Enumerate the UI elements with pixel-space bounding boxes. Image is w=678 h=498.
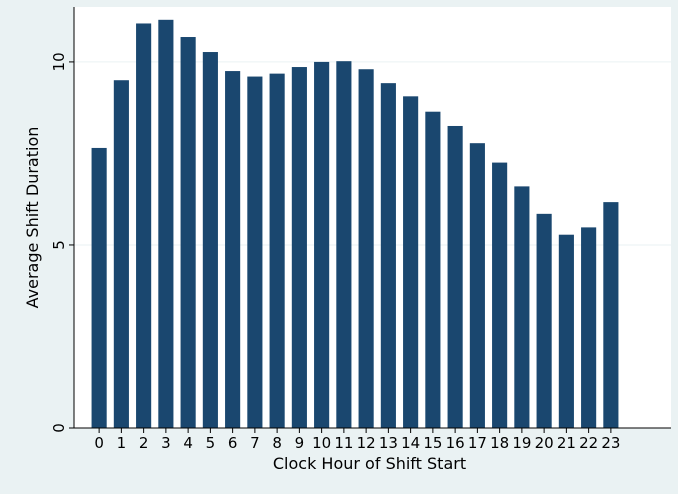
bar [603,202,619,428]
x-tick-label: 23 [601,434,620,452]
bar [536,213,552,428]
x-tick-label: 1 [117,434,127,452]
bar [492,162,508,428]
y-axis-ticks: 0 5 10 [50,52,74,433]
x-tick-label: 13 [379,434,398,452]
x-tick-label: 19 [512,434,531,452]
bars [91,19,619,429]
y-axis-label: Average Shift Duration [23,127,42,309]
x-tick-label: 7 [250,434,260,452]
bar [180,37,196,428]
bar [158,19,174,428]
bar [558,234,574,428]
x-tick-label: 18 [490,434,509,452]
bar [269,73,285,429]
x-tick-label: 0 [94,434,104,452]
bar [247,76,263,428]
bar [403,96,419,428]
x-tick-label: 2 [139,434,149,452]
bar [514,186,530,428]
bar [314,61,330,428]
x-tick-label: 21 [557,434,576,452]
bar [202,52,218,429]
bar [336,61,352,428]
x-axis-ticks: 0 1 2 3 4 5 6 7 8 9 10 11 12 13 14 15 16 17 18 19 20 21 22 23 [94,428,620,452]
bar [447,125,463,428]
x-tick-label: 10 [312,434,331,452]
x-tick-label: 4 [183,434,193,452]
bar [91,147,107,428]
x-axis-label: Clock Hour of Shift Start [273,454,466,473]
bar [380,83,396,428]
y-tick-label: 10 [50,52,68,71]
x-tick-label: 16 [446,434,465,452]
bar [358,69,374,429]
x-tick-label: 6 [228,434,238,452]
x-tick-label: 22 [579,434,598,452]
bar [581,227,597,428]
bar [469,143,485,429]
x-tick-label: 15 [423,434,442,452]
bar [291,67,307,428]
x-tick-label: 12 [357,434,376,452]
y-tick-label: 5 [50,240,68,250]
x-tick-label: 9 [295,434,305,452]
x-tick-label: 17 [468,434,487,452]
bar [225,71,241,428]
bar [425,111,441,428]
x-tick-label: 5 [206,434,216,452]
bar [113,80,129,428]
bar [136,23,152,429]
x-tick-label: 3 [161,434,171,452]
x-tick-label: 14 [401,434,420,452]
x-tick-label: 20 [535,434,554,452]
x-tick-label: 8 [272,434,282,452]
y-tick-label: 0 [50,423,68,433]
x-tick-label: 11 [334,434,353,452]
